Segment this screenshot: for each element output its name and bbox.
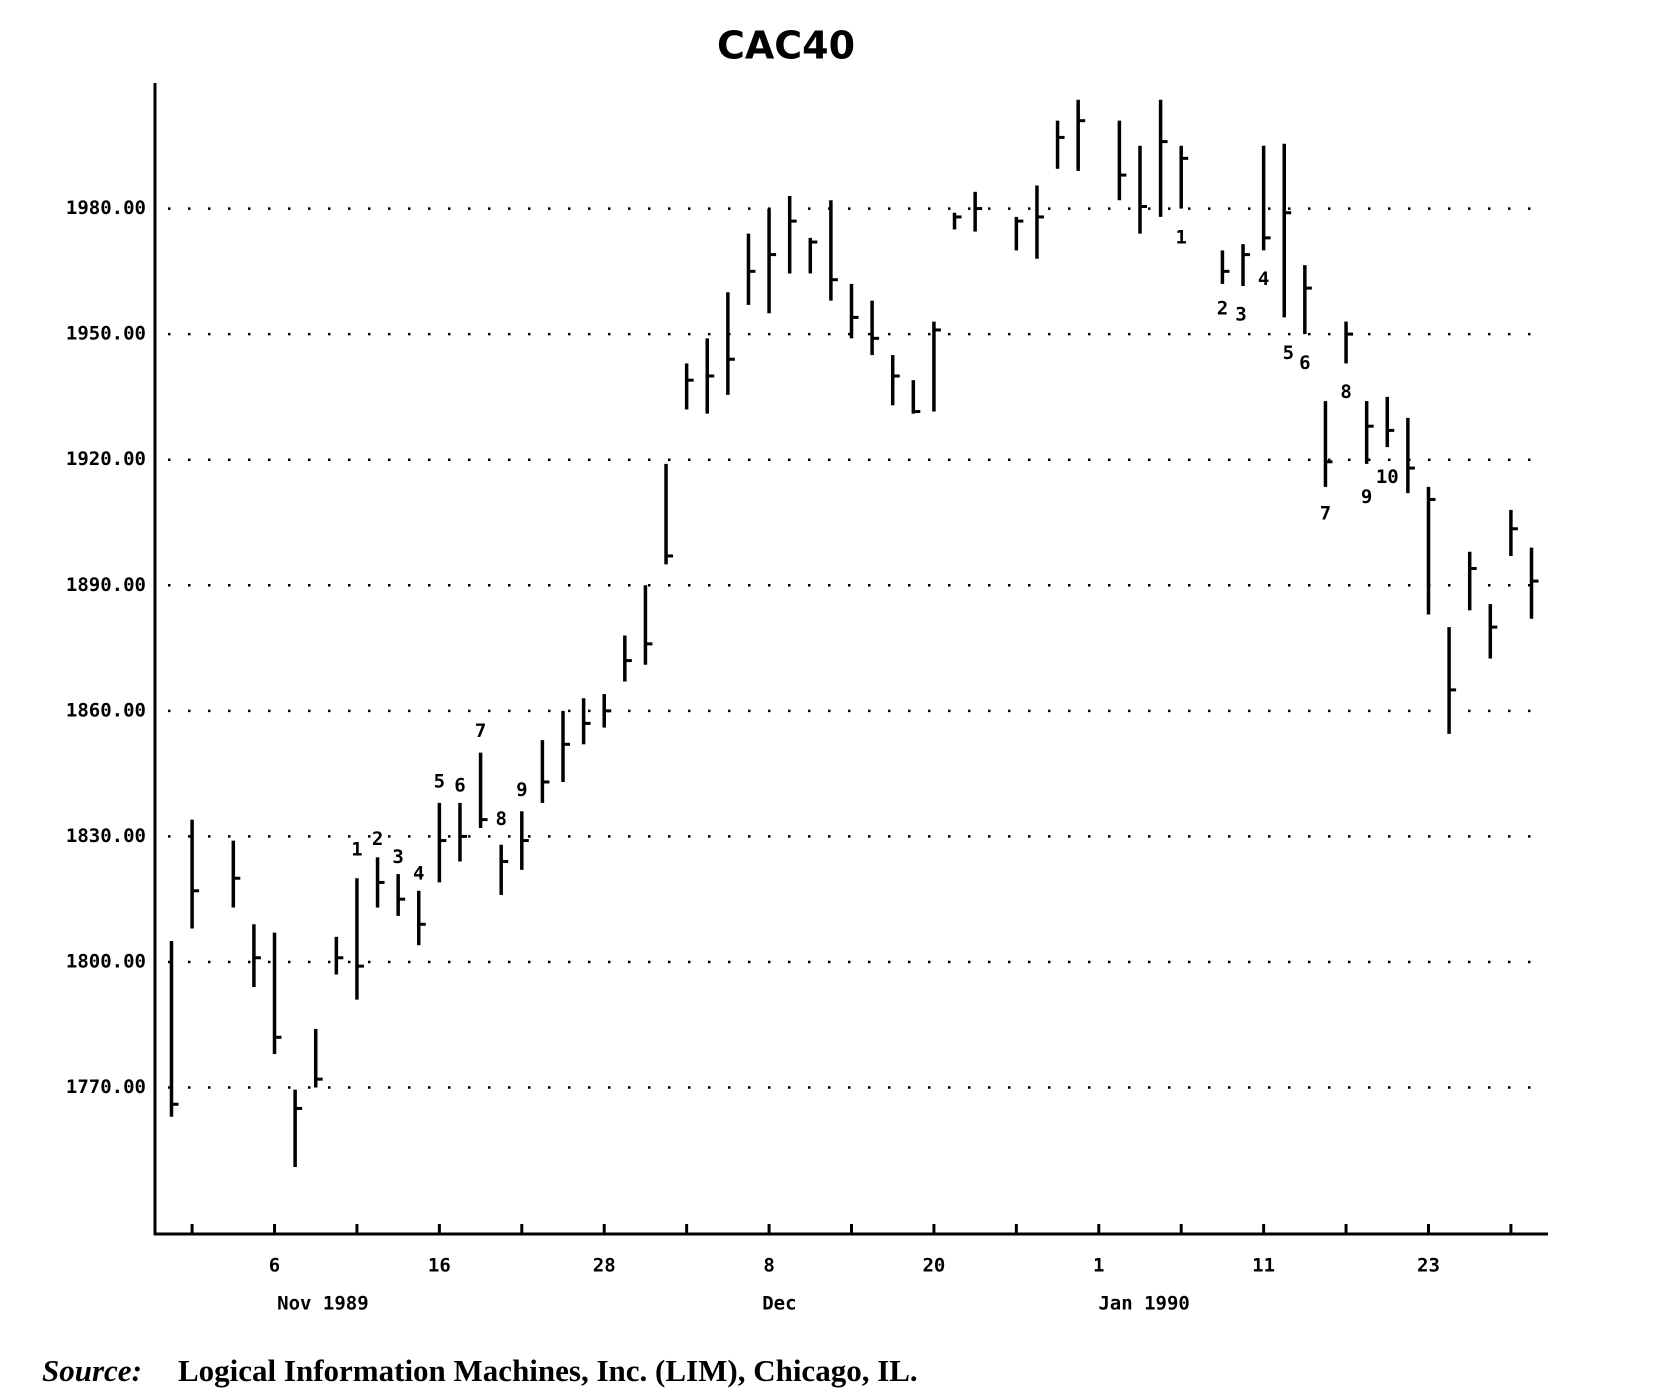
y-tick-label: 1830.00: [66, 825, 146, 847]
wave-label: 8: [1340, 381, 1351, 403]
month-label: Jan 1990: [1098, 1293, 1190, 1315]
wave-label: 7: [475, 720, 486, 742]
source-label: Source:: [42, 1353, 142, 1388]
y-tick-label: 1770.00: [66, 1076, 146, 1098]
month-label: Dec: [762, 1293, 796, 1315]
wave-label: 2: [372, 828, 383, 850]
x-tick-label: 1: [1093, 1255, 1104, 1277]
x-tick-label: 8: [763, 1255, 774, 1277]
x-tick-label: 11: [1252, 1255, 1275, 1277]
wave-label: 5: [1283, 342, 1294, 364]
wave-label: 10: [1376, 466, 1399, 488]
month-label: Nov 1989: [277, 1293, 369, 1315]
wave-label: 6: [1299, 352, 1310, 374]
wave-label: 8: [495, 808, 506, 830]
x-tick-label: 16: [428, 1255, 451, 1277]
y-tick-label: 1800.00: [66, 950, 146, 972]
x-tick-label: 20: [922, 1255, 945, 1277]
wave-label: 9: [516, 779, 527, 801]
y-tick-label: 1860.00: [66, 699, 146, 721]
chart-title: CAC40: [717, 24, 855, 68]
wave-label: 7: [1320, 503, 1331, 525]
wave-label: 6: [454, 775, 465, 797]
wave-label: 4: [1258, 268, 1269, 290]
wave-label: 9: [1361, 486, 1372, 508]
wave-label: 1: [1175, 226, 1186, 248]
wave-label: 4: [413, 863, 424, 885]
wave-label: 3: [392, 846, 403, 868]
y-tick-label: 1890.00: [66, 574, 146, 596]
y-tick-label: 1920.00: [66, 448, 146, 470]
wave-label: 3: [1235, 303, 1246, 325]
y-tick-label: 1950.00: [66, 323, 146, 345]
wave-label: 1: [351, 839, 362, 861]
x-tick-label: 23: [1417, 1255, 1440, 1277]
x-tick-label: 6: [269, 1255, 280, 1277]
source-text: Logical Information Machines, Inc. (LIM)…: [178, 1353, 918, 1388]
x-tick-label: 28: [593, 1255, 616, 1277]
wave-label: 2: [1217, 298, 1228, 320]
y-tick-label: 1980.00: [66, 197, 146, 219]
wave-label: 5: [434, 770, 445, 792]
